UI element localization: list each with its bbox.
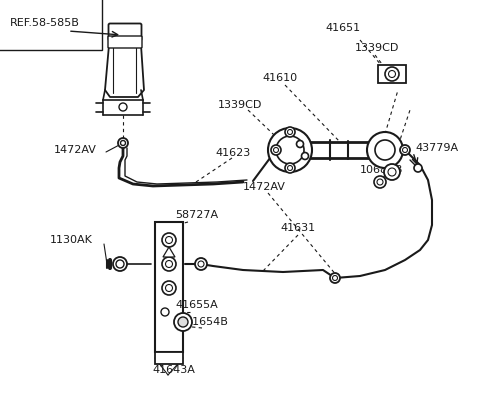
Bar bbox=[155, 222, 183, 352]
Circle shape bbox=[330, 273, 340, 283]
FancyBboxPatch shape bbox=[108, 23, 142, 41]
Circle shape bbox=[116, 260, 124, 268]
Circle shape bbox=[166, 236, 172, 244]
Text: 1339CD: 1339CD bbox=[218, 100, 263, 110]
Circle shape bbox=[166, 285, 172, 291]
Circle shape bbox=[162, 233, 176, 247]
Text: 1339CD: 1339CD bbox=[355, 43, 399, 53]
Text: 41623: 41623 bbox=[215, 148, 250, 158]
Circle shape bbox=[195, 258, 207, 270]
Circle shape bbox=[384, 164, 400, 180]
Circle shape bbox=[285, 127, 295, 137]
Circle shape bbox=[120, 140, 125, 146]
Text: 41651: 41651 bbox=[325, 23, 360, 33]
Text: 1472AV: 1472AV bbox=[243, 182, 286, 192]
Bar bbox=[276, 145, 292, 155]
Circle shape bbox=[288, 166, 292, 170]
Circle shape bbox=[375, 140, 395, 160]
Circle shape bbox=[268, 128, 312, 172]
Bar bbox=[155, 352, 183, 364]
Circle shape bbox=[301, 152, 309, 160]
Text: REF.58-585B: REF.58-585B bbox=[10, 18, 80, 28]
Circle shape bbox=[377, 179, 383, 185]
Circle shape bbox=[198, 261, 204, 267]
Circle shape bbox=[271, 145, 281, 155]
Circle shape bbox=[388, 168, 396, 176]
Circle shape bbox=[367, 132, 403, 168]
Circle shape bbox=[388, 70, 396, 78]
FancyBboxPatch shape bbox=[108, 36, 142, 48]
Polygon shape bbox=[163, 247, 175, 257]
Circle shape bbox=[178, 317, 188, 327]
Circle shape bbox=[274, 148, 278, 152]
Text: 1472AV: 1472AV bbox=[54, 145, 97, 155]
Circle shape bbox=[113, 257, 127, 271]
Text: 41655A: 41655A bbox=[175, 300, 218, 310]
Text: 43779A: 43779A bbox=[415, 143, 458, 153]
Circle shape bbox=[119, 103, 127, 111]
Circle shape bbox=[276, 136, 304, 164]
Text: 1130AK: 1130AK bbox=[50, 235, 93, 245]
Circle shape bbox=[285, 163, 295, 173]
Text: 41654B: 41654B bbox=[185, 317, 228, 327]
Circle shape bbox=[374, 176, 386, 188]
Circle shape bbox=[118, 138, 128, 148]
Text: 1068AB: 1068AB bbox=[360, 165, 403, 175]
Circle shape bbox=[297, 140, 303, 148]
Circle shape bbox=[161, 308, 169, 316]
Circle shape bbox=[162, 257, 176, 271]
Text: 58727A: 58727A bbox=[175, 210, 218, 220]
Text: 41631: 41631 bbox=[280, 223, 315, 233]
Text: 41610: 41610 bbox=[262, 73, 297, 83]
Circle shape bbox=[162, 281, 176, 295]
Circle shape bbox=[166, 261, 172, 267]
Circle shape bbox=[333, 275, 337, 281]
Circle shape bbox=[400, 145, 410, 155]
Circle shape bbox=[403, 148, 408, 152]
Circle shape bbox=[288, 129, 292, 135]
Bar bbox=[378, 65, 406, 83]
Circle shape bbox=[414, 164, 422, 172]
Circle shape bbox=[174, 313, 192, 331]
Circle shape bbox=[385, 67, 399, 81]
Text: 41643A: 41643A bbox=[152, 365, 195, 375]
